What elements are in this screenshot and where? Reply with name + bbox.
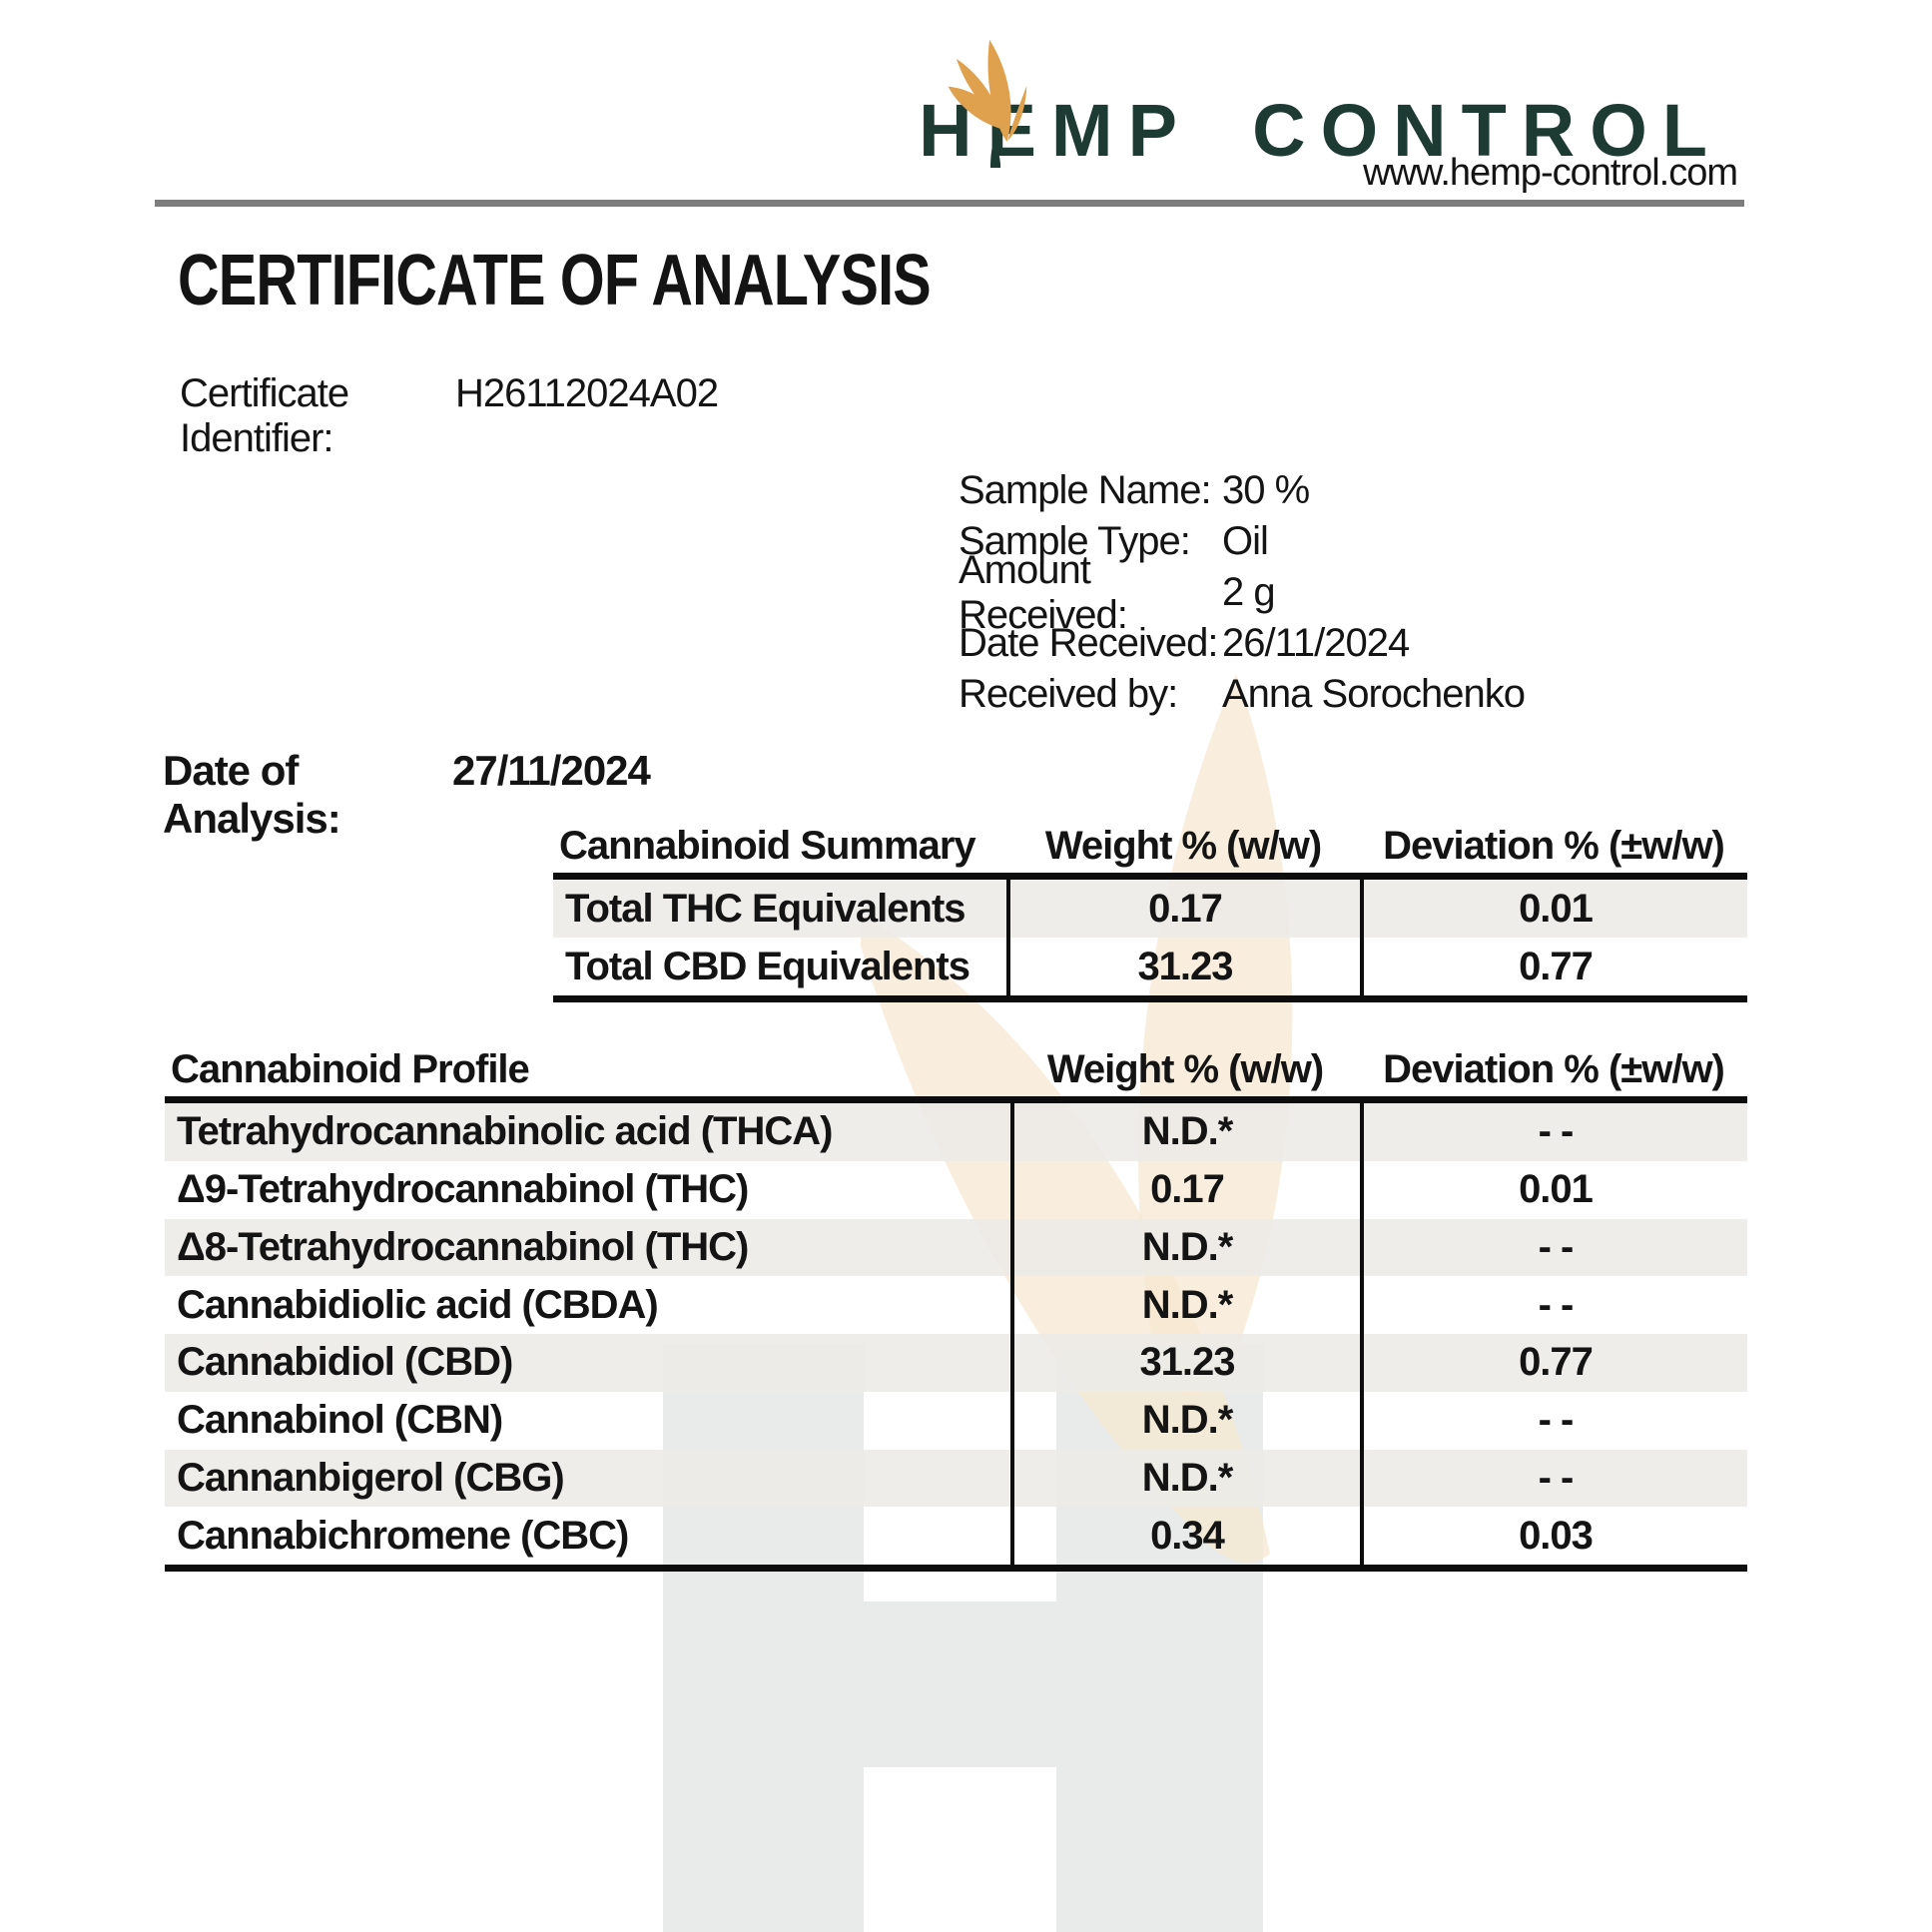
table-border [165, 1565, 1747, 1572]
cannabinoid-name: Tetrahydrocannabinolic acid (THCA) [177, 1109, 833, 1154]
cannabinoid-name: Cannabidiol (CBD) [177, 1340, 513, 1385]
sample-info-label: Amount Received: [959, 547, 1128, 637]
cannabinoid-name: Δ9-Tetrahydrocannabinol (THC) [177, 1167, 749, 1212]
table-row: Δ8-Tetrahydrocannabinol (THC) N.D.* - - [165, 1218, 1747, 1277]
deviation-value: - - [1360, 1103, 1747, 1161]
sample-info-value: 30 % [1222, 468, 1310, 512]
hemp-leaf-icon [948, 39, 1027, 168]
deviation-value: 0.03 [1360, 1507, 1747, 1565]
weight-value: N.D.* [1010, 1449, 1360, 1508]
sample-info-row: Received by: Anna Sorochenko [959, 669, 1526, 720]
weight-value: N.D.* [1010, 1218, 1360, 1277]
profile-header-deviation: Deviation % (±w/w) [1383, 1047, 1725, 1091]
weight-value: 31.23 [1010, 1334, 1360, 1392]
table-row: Total THC Equivalents 0.17 0.01 [553, 880, 1747, 938]
deviation-value: - - [1360, 1391, 1747, 1450]
sample-info-label: Received by: [959, 672, 1178, 716]
deviation-value: - - [1360, 1276, 1747, 1334]
sample-info-value: Oil [1222, 519, 1269, 563]
table-row: Cannabichromene (CBC) 0.34 0.03 [165, 1507, 1747, 1565]
cannabinoid-name: Cannabinol (CBN) [177, 1398, 503, 1443]
weight-value: 0.17 [1006, 880, 1360, 938]
summary-header-deviation: Deviation % (±w/w) [1383, 824, 1725, 868]
sample-info-block: Sample Name: 30 % Sample Type: Oil Amoun… [959, 465, 1526, 720]
summary-header-weight: Weight % (w/w) [1044, 824, 1322, 868]
profile-table-header: Cannabinoid Profile Weight % (w/w) Devia… [165, 1047, 1747, 1096]
table-row: Tetrahydrocannabinolic acid (THCA) N.D.*… [165, 1103, 1747, 1161]
date-of-analysis-row: Date of Analysis: 27/11/2024 [163, 747, 651, 843]
deviation-value: 0.77 [1360, 938, 1747, 995]
cannabinoid-name: Total CBD Equivalents [565, 944, 970, 988]
table-row: Cannabidiolic acid (CBDA) N.D.* - - [165, 1276, 1747, 1334]
table-row: Total CBD Equivalents 31.23 0.77 [553, 938, 1747, 995]
deviation-value: 0.01 [1360, 880, 1747, 938]
profile-header-name: Cannabinoid Profile [171, 1047, 530, 1091]
summary-header-name: Cannabinoid Summary [559, 824, 976, 868]
cannabinoid-profile-table: Cannabinoid Profile Weight % (w/w) Devia… [165, 1047, 1747, 1572]
weight-value: 31.23 [1006, 938, 1360, 995]
weight-value: N.D.* [1010, 1391, 1360, 1450]
summary-table-header: Cannabinoid Summary Weight % (w/w) Devia… [553, 824, 1747, 873]
cannabinoid-name: Total THC Equivalents [565, 886, 966, 931]
sample-info-label: Sample Type: [959, 519, 1191, 563]
sample-info-row: Date Received: 26/11/2024 [959, 618, 1525, 669]
certificate-identifier-value: H26112024A02 [455, 371, 719, 415]
table-border [165, 1096, 1747, 1103]
header-divider [155, 200, 1744, 207]
sample-info-label: Date Received: [959, 621, 1218, 665]
sample-info-row: Sample Type: Oil [959, 516, 1525, 567]
date-of-analysis-label: Date of Analysis: [163, 747, 341, 842]
brand-name: HEMP CONTROL [919, 89, 1722, 172]
cannabinoid-name: Cannanbigerol (CBG) [177, 1455, 565, 1500]
table-row: Cannanbigerol (CBG) N.D.* - - [165, 1449, 1747, 1508]
weight-value: 0.34 [1010, 1507, 1360, 1565]
table-border [553, 873, 1747, 880]
cannabinoid-name: Δ8-Tetrahydrocannabinol (THC) [177, 1224, 749, 1269]
certificate-identifier-row: Certificate Identifier: H26112024A02 [180, 371, 719, 461]
sample-info-value: Anna Sorochenko [1222, 672, 1526, 716]
weight-value: N.D.* [1010, 1103, 1360, 1161]
table-row: Δ9-Tetrahydrocannabinol (THC) 0.17 0.01 [165, 1160, 1747, 1219]
table-row: Cannabidiol (CBD) 31.23 0.77 [165, 1334, 1747, 1392]
profile-header-weight: Weight % (w/w) [1046, 1047, 1324, 1091]
brand-website: www.hemp-control.com [1363, 152, 1738, 194]
table-border [553, 995, 1747, 1002]
sample-info-row: Sample Name: 30 % [959, 465, 1525, 516]
page-title: CERTIFICATE OF ANALYSIS [178, 241, 932, 321]
deviation-value: - - [1360, 1449, 1747, 1508]
date-of-analysis-value: 27/11/2024 [452, 747, 651, 794]
weight-value: 0.17 [1010, 1160, 1360, 1219]
sample-info-label: Sample Name: [959, 468, 1212, 512]
sample-info-row: Amount Received: 2 g [959, 548, 1525, 637]
deviation-value: 0.01 [1360, 1160, 1747, 1219]
certificate-identifier-label: Certificate Identifier: [180, 371, 349, 460]
table-row: Cannabinol (CBN) N.D.* - - [165, 1391, 1747, 1450]
deviation-value: - - [1360, 1218, 1747, 1277]
weight-value: N.D.* [1010, 1276, 1360, 1334]
cannabinoid-name: Cannabidiolic acid (CBDA) [177, 1282, 659, 1327]
sample-info-value: 26/11/2024 [1222, 621, 1410, 665]
cannabinoid-summary-table: Cannabinoid Summary Weight % (w/w) Devia… [553, 824, 1747, 1002]
sample-info-value: 2 g [1222, 570, 1276, 614]
cannabinoid-name: Cannabichromene (CBC) [177, 1513, 629, 1558]
deviation-value: 0.77 [1360, 1334, 1747, 1392]
